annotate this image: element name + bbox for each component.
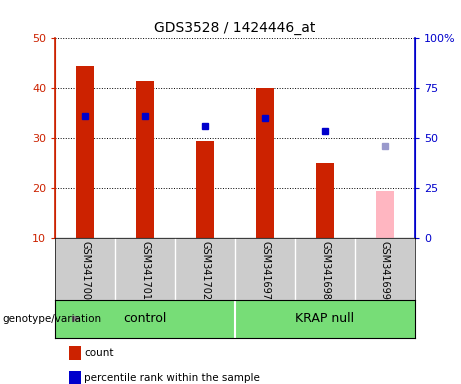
Title: GDS3528 / 1424446_at: GDS3528 / 1424446_at <box>154 21 316 35</box>
Text: count: count <box>84 348 113 358</box>
Text: GSM341700: GSM341700 <box>80 241 90 300</box>
Bar <box>196 141 214 238</box>
Text: GSM341697: GSM341697 <box>260 241 270 300</box>
Text: genotype/variation: genotype/variation <box>2 314 101 324</box>
Bar <box>376 191 394 238</box>
Text: KRAP null: KRAP null <box>296 312 355 325</box>
Bar <box>256 88 274 238</box>
Text: control: control <box>124 312 167 325</box>
Bar <box>316 163 334 238</box>
Bar <box>136 81 154 238</box>
Text: percentile rank within the sample: percentile rank within the sample <box>84 373 260 383</box>
Text: GSM341699: GSM341699 <box>380 241 390 300</box>
Text: GSM341701: GSM341701 <box>140 241 150 300</box>
Text: GSM341698: GSM341698 <box>320 241 330 300</box>
Text: GSM341702: GSM341702 <box>200 241 210 300</box>
Bar <box>76 66 94 238</box>
